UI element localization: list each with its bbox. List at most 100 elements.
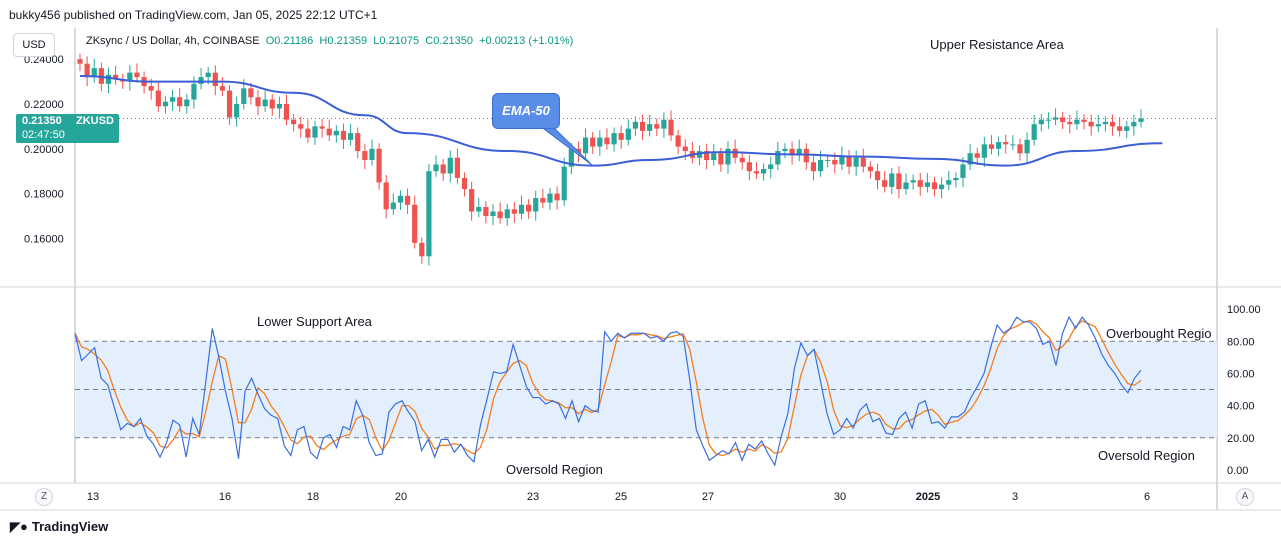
candle-body — [625, 128, 631, 140]
candle-body — [561, 166, 567, 201]
candle-body — [1131, 121, 1137, 127]
candle-body — [924, 182, 930, 187]
candle-body — [476, 207, 482, 212]
legend-change: +0.00213 (+1.01%) — [479, 35, 574, 47]
candle-body — [319, 126, 325, 129]
candle-body — [1003, 142, 1009, 145]
lower-support-label: Lower Support Area — [257, 314, 372, 329]
candle-body — [419, 242, 425, 257]
legend-close: C0.21350 — [425, 35, 473, 47]
currency-selector[interactable]: USD — [13, 33, 55, 57]
candle-body — [84, 63, 90, 78]
candle-body — [1095, 124, 1101, 127]
candle-body — [1109, 121, 1116, 127]
candle-body — [682, 146, 688, 152]
candle-body — [383, 182, 389, 210]
time-tick-label: 3 — [1012, 491, 1018, 503]
time-tick-label: 16 — [219, 491, 231, 503]
legend-symbol[interactable]: ZKsync / US Dollar, 4h, COINBASE — [86, 35, 260, 47]
candle-body — [469, 189, 475, 212]
price-pane — [75, 53, 1217, 266]
candle-body — [1017, 144, 1023, 154]
candle-body — [839, 155, 845, 165]
candle-body — [312, 126, 318, 138]
candle-body — [397, 195, 404, 203]
candle-body — [668, 119, 674, 136]
candle-body — [1060, 117, 1066, 122]
candle-body — [974, 153, 980, 158]
candle-body — [1010, 144, 1016, 146]
candle-body — [554, 193, 560, 201]
candle-body — [518, 204, 525, 214]
candle-body — [604, 137, 610, 145]
price-tag-symbol: ZKUSD — [76, 115, 114, 127]
candle-body — [212, 72, 218, 87]
price-tick-label: 0.20000 — [24, 144, 64, 156]
candle-body — [675, 135, 681, 147]
tv-brand: TradingView — [31, 519, 109, 534]
candle-body — [810, 162, 817, 172]
candle-body — [1102, 121, 1108, 125]
candle-body — [867, 166, 874, 172]
candle-body — [77, 59, 83, 64]
axes: 0.24000 0.22000 0.20000 0.18000 0.16000 100.0… — [24, 54, 1261, 503]
candle-body — [704, 151, 710, 160]
time-tick-label: 6 — [1144, 491, 1150, 503]
candle-body — [547, 193, 553, 203]
candle-body — [184, 99, 190, 107]
ema-50-line — [79, 75, 1163, 167]
stoch-tick-label: 60.00 — [1227, 368, 1255, 380]
candle-body — [618, 133, 624, 140]
tv-logo-icon: ◤● — [10, 519, 28, 534]
candle-body — [647, 124, 653, 131]
candle-body — [775, 151, 781, 165]
candle-body — [447, 157, 453, 174]
candle-body — [575, 148, 582, 154]
candle-body — [262, 99, 268, 107]
candle-body — [654, 124, 660, 129]
price-tick-label: 0.24000 — [24, 54, 64, 66]
candle-body — [1081, 119, 1087, 122]
candle-body — [148, 86, 154, 91]
overbought-label: Overbought Regio — [1106, 326, 1212, 341]
candle-body — [298, 124, 304, 129]
stoch-d-line — [74, 319, 1142, 457]
candle-body — [988, 144, 995, 149]
candle-body — [155, 90, 161, 107]
candle-body — [412, 204, 418, 243]
time-tick-label: 23 — [527, 491, 539, 503]
candle-body — [241, 88, 247, 104]
oversold-label-right: Oversold Region — [1098, 448, 1195, 463]
oversold-label-center: Oversold Region — [506, 462, 603, 477]
time-tick-label: 30 — [834, 491, 846, 503]
candle-body — [248, 88, 254, 98]
candle-body — [276, 104, 282, 109]
candle-body — [504, 209, 510, 219]
candle-body — [134, 72, 140, 78]
candle-body — [390, 202, 396, 210]
candle-body — [903, 182, 909, 190]
candle-body — [1038, 119, 1044, 125]
candle-body — [355, 133, 361, 152]
auto-scale-button[interactable]: A — [1236, 488, 1254, 506]
auto-scale-left-button[interactable]: Z — [35, 488, 53, 506]
candle-body — [1124, 126, 1130, 131]
candle-body — [882, 180, 888, 187]
current-price: 0.21350 — [22, 115, 62, 127]
candle-body — [711, 153, 717, 160]
candle-body — [1074, 119, 1080, 125]
candle-body — [789, 148, 795, 156]
current-price-tag: 0.21350 ZKUSD 02:47:50 — [16, 114, 119, 143]
candle-body — [347, 133, 354, 140]
candle-body — [582, 137, 589, 154]
candle-body — [796, 148, 802, 156]
time-tick-label: 27 — [702, 491, 714, 503]
candle-body — [198, 77, 204, 84]
candle-body — [860, 157, 866, 167]
candle-body — [1031, 124, 1037, 140]
candle-body — [169, 97, 176, 102]
candle-body — [333, 130, 339, 136]
candle-body — [753, 171, 760, 174]
stochastic-pane — [74, 315, 1217, 467]
candle-body — [768, 164, 774, 169]
